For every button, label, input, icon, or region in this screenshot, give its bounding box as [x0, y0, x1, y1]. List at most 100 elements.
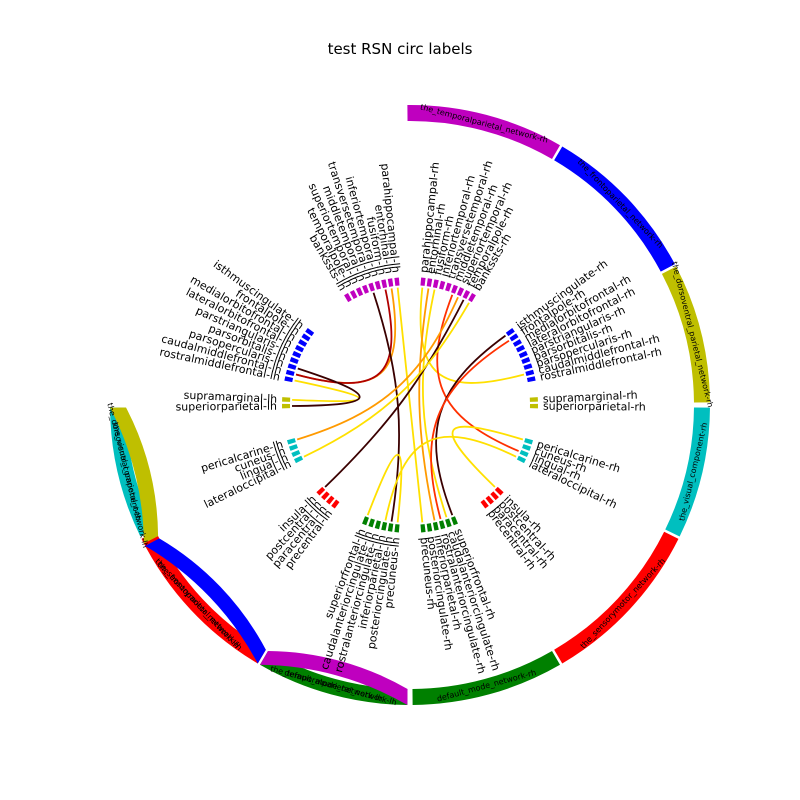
region-tick — [394, 277, 400, 286]
connection-line — [291, 367, 361, 407]
connection-line — [295, 289, 393, 384]
connection-line — [295, 288, 397, 384]
region-tick — [439, 520, 446, 530]
region-tick — [362, 284, 369, 294]
region-tick — [494, 486, 504, 496]
region-tick — [316, 486, 326, 496]
region-label: supramarginal-rh — [543, 389, 638, 406]
region-tick — [522, 444, 532, 451]
region-tick — [529, 397, 538, 402]
region-tick — [426, 523, 433, 532]
network-label: default_mode_network-rh — [436, 668, 537, 704]
region-label: supramarginal-lh — [183, 389, 277, 406]
connection-line — [324, 299, 465, 488]
region-tick — [287, 363, 297, 370]
network-segment — [145, 538, 266, 664]
region-tick — [374, 280, 381, 290]
network-segment — [407, 105, 560, 160]
diagram-title: test RSN circ labels — [327, 40, 473, 58]
region-tick — [286, 438, 296, 445]
region-tick — [381, 279, 388, 289]
region-tick — [349, 289, 358, 300]
region-tick — [305, 327, 315, 337]
region-tick — [394, 524, 400, 533]
network-segment — [110, 407, 159, 544]
region-tick — [529, 403, 538, 409]
region-tick — [301, 333, 311, 342]
region-tick — [298, 339, 308, 347]
region-tick — [451, 516, 458, 526]
region-tick — [294, 344, 305, 353]
region-tick — [490, 491, 499, 501]
region-tick — [462, 289, 471, 300]
region-tick — [516, 455, 527, 464]
region-label: superiorparietal-rh — [543, 400, 646, 414]
region-tick — [293, 455, 304, 464]
connection-line — [418, 288, 436, 521]
region-tick — [362, 516, 369, 526]
region-tick — [512, 339, 522, 347]
region-tick — [291, 449, 301, 458]
connection-line — [366, 453, 403, 523]
region-tick — [509, 333, 519, 342]
region-tick — [284, 376, 294, 383]
region-tick — [387, 523, 394, 532]
region-tick — [381, 521, 388, 531]
region-tick — [451, 284, 458, 294]
region-tick — [321, 491, 330, 501]
region-tick — [505, 327, 515, 337]
region-tick — [285, 369, 295, 376]
network-label: the_dorsoventral_parietal_network-rh — [670, 261, 715, 409]
region-tick — [288, 444, 298, 451]
region-ticks — [282, 277, 538, 533]
region-tick — [521, 357, 531, 364]
network-label: the_temporalparietal_network-rh — [419, 102, 549, 144]
network-segment — [665, 407, 710, 537]
region-tick — [289, 357, 299, 364]
region-tick — [420, 524, 426, 533]
connection-line — [451, 425, 524, 488]
region-tick — [480, 499, 489, 509]
connection-line — [436, 294, 519, 452]
region-tick — [420, 277, 426, 286]
region-tick — [432, 279, 439, 289]
region-tick — [326, 495, 335, 505]
connection-line — [422, 289, 448, 518]
region-tick — [485, 495, 494, 505]
region-tick — [445, 518, 452, 528]
region-tick — [355, 287, 364, 297]
region-tick — [519, 449, 529, 458]
region-tick — [439, 280, 446, 290]
region-tick — [523, 363, 533, 370]
region-tick — [282, 403, 291, 409]
region-tick — [518, 350, 528, 359]
region-tick — [282, 397, 291, 402]
region-tick — [515, 344, 526, 353]
region-tick — [344, 293, 352, 303]
region-tick — [525, 369, 535, 376]
network-segment — [260, 650, 408, 705]
network-label: the_frontoparietal_network-rh — [576, 158, 665, 250]
network-segment — [554, 146, 675, 272]
region-tick — [526, 376, 536, 383]
region-tick — [432, 521, 439, 531]
region-tick — [292, 350, 302, 359]
region-tick — [368, 518, 375, 528]
region-tick — [445, 282, 452, 292]
region-tick — [426, 278, 433, 287]
network-segment — [412, 650, 560, 705]
region-tick — [374, 520, 381, 530]
connection-line — [396, 287, 424, 523]
connection-line — [303, 302, 470, 458]
network-segment — [554, 531, 679, 664]
network-segment — [260, 650, 408, 705]
network-segment — [661, 266, 710, 403]
region-label: superiorparietal-lh — [175, 400, 277, 414]
region-tick — [331, 499, 340, 509]
region-tick — [387, 278, 394, 287]
network-segment — [141, 531, 266, 664]
connection-line — [296, 296, 459, 441]
region-tick — [456, 287, 465, 297]
network-label: the_sensorymotor_network-rh — [579, 557, 667, 651]
